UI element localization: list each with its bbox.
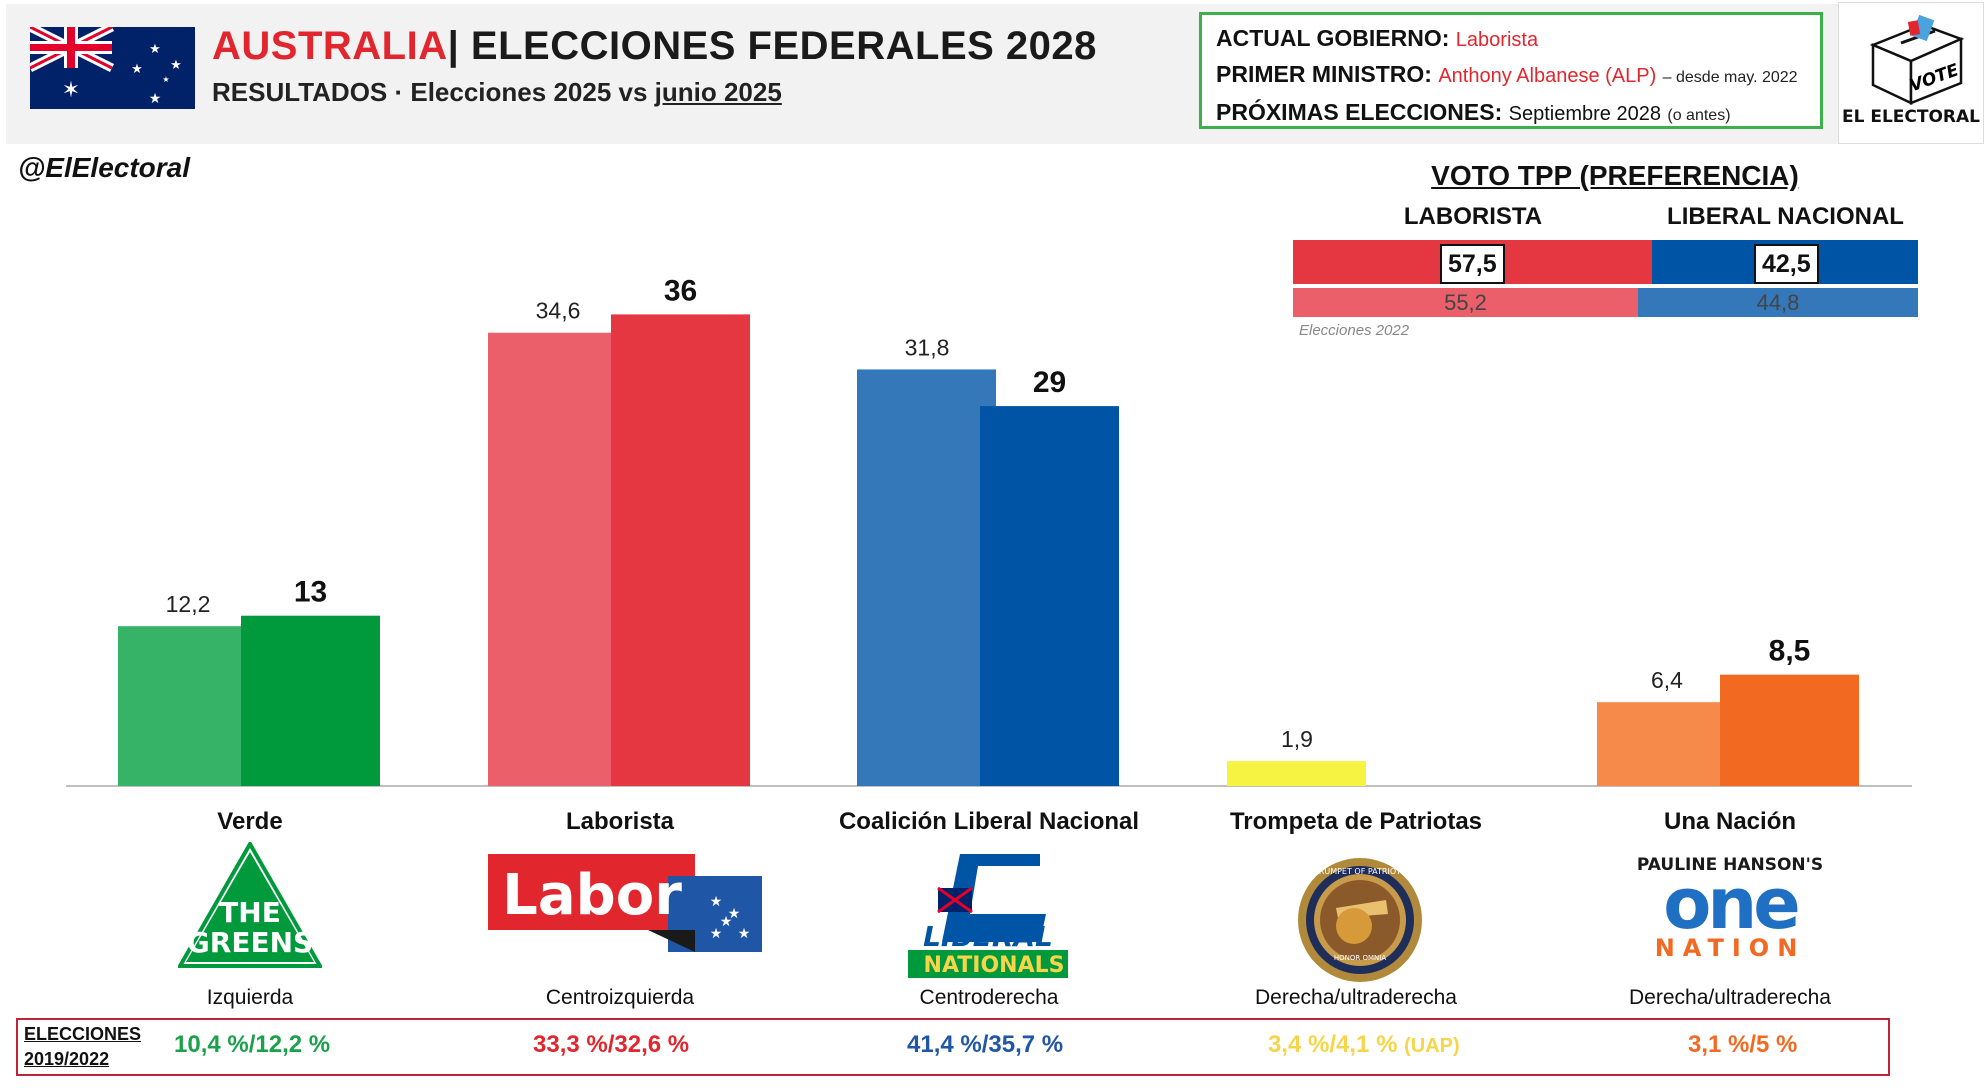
tpp-right-label: LIBERAL NACIONAL bbox=[1667, 203, 1904, 230]
data-label-laborista-series-2: 36 bbox=[664, 274, 697, 307]
gov-value: Laborista bbox=[1455, 29, 1539, 51]
ideology-trompeta: Derecha/ultraderecha bbox=[1255, 986, 1457, 1009]
next-note: (o antes) bbox=[1667, 107, 1731, 124]
svg-text:★: ★ bbox=[131, 62, 143, 77]
info-government: ACTUAL GOBIERNO: Laborista bbox=[1216, 21, 1806, 57]
previous-trompeta: 3,4 %/4,1 % bbox=[1268, 1031, 1398, 1058]
brand-label: EL ELECTORAL bbox=[1841, 107, 1981, 127]
data-label-laborista-series-1: 34,6 bbox=[536, 298, 581, 324]
previous-trompeta-extra: (UAP) bbox=[1404, 1035, 1460, 1057]
one-nation-sub-text: NATION bbox=[1655, 934, 1806, 960]
bar-laborista-series-2 bbox=[611, 314, 750, 786]
svg-text:★: ★ bbox=[720, 914, 733, 930]
svg-text:★: ★ bbox=[149, 91, 162, 107]
data-label-una-nacion-series-2: 8,5 bbox=[1769, 635, 1811, 668]
svg-text:★: ★ bbox=[728, 906, 741, 922]
vote-bar-chart: 12,2 34,6 31,8 1,9 6,4 13 36 29 8,5 bbox=[66, 274, 1912, 787]
gov-label: ACTUAL GOBIERNO: bbox=[1216, 25, 1450, 51]
bar-una-nacion-series-1 bbox=[1597, 702, 1736, 786]
title-block: AUSTRALIA| ELECCIONES FEDERALES 2028 RES… bbox=[212, 24, 1097, 108]
title-country: AUSTRALIA bbox=[212, 24, 448, 68]
data-label-verde-series-1: 12,2 bbox=[166, 591, 211, 617]
subtitle-prefix: RESULTADOS · Elecciones 2025 vs bbox=[212, 77, 655, 107]
data-label-coalicion-series-2: 29 bbox=[1033, 366, 1066, 399]
svg-text:★: ★ bbox=[162, 75, 169, 84]
data-label-una-nacion-series-1: 6,4 bbox=[1651, 667, 1683, 693]
ideology-laborista: Centroizquierda bbox=[545, 986, 695, 1009]
trumpet-logo-ring-text: TRUMPET OF PATRIOTS bbox=[1313, 867, 1406, 876]
next-label: PRÓXIMAS ELECCIONES: bbox=[1216, 99, 1503, 125]
previous-elections-label: ELECCIONES 2019/2022 bbox=[24, 1024, 142, 1069]
title-rest: | ELECCIONES FEDERALES 2028 bbox=[447, 24, 1097, 68]
svg-text:★: ★ bbox=[710, 926, 723, 942]
pm-since: – desde may. 2022 bbox=[1662, 69, 1798, 86]
ideology-coalicion: Centroderecha bbox=[919, 986, 1059, 1009]
greens-logo-line1: THE bbox=[219, 896, 281, 929]
bar-verde-series-2 bbox=[241, 615, 380, 786]
tpp-left-label: LABORISTA bbox=[1403, 203, 1543, 230]
svg-text:★: ★ bbox=[149, 42, 161, 57]
bar-una-nacion-series-2 bbox=[1720, 674, 1859, 786]
ballot-box-icon: VOTE bbox=[1869, 14, 1965, 105]
greens-logo: THE GREENS bbox=[178, 842, 322, 968]
previous-coalicion: 41,4 %/35,7 % bbox=[907, 1031, 1064, 1058]
australia-flag-icon: ✶ ★ ★ ★ ★ ★ bbox=[30, 27, 195, 109]
pm-value: Anthony Albanese (ALP) bbox=[1438, 65, 1657, 87]
previous-trompeta-wrap: 3,4 %/4,1 % (UAP) bbox=[1268, 1031, 1460, 1059]
party-name-una-nacion: Una Nación bbox=[1663, 808, 1797, 835]
one-nation-top-text: PAULINE HANSON'S bbox=[1637, 855, 1823, 875]
bar-coalicion-series-1 bbox=[857, 369, 996, 786]
liberal-nationals-logo: LIBERAL NATIONALS bbox=[908, 854, 1068, 978]
bar-laborista-series-1 bbox=[488, 332, 627, 786]
party-name-trompeta: Trompeta de Patriotas bbox=[1229, 808, 1483, 835]
subtitle-date: junio 2025 bbox=[654, 77, 782, 107]
tpp-value-coalition: 42,5 bbox=[1754, 244, 1819, 284]
party-name-verde: Verde bbox=[217, 808, 283, 835]
tpp-note: Elecciones 2022 bbox=[1299, 322, 1410, 339]
tpp-title: VOTO TPP (PREFERENCIA) bbox=[1431, 160, 1799, 191]
next-value: Septiembre 2028 bbox=[1508, 103, 1661, 125]
liberal-logo-text: LIBERAL bbox=[923, 920, 1053, 953]
trumpet-logo-inner-text: HONOR OMNIA bbox=[1334, 954, 1386, 962]
bar-verde-series-1 bbox=[118, 626, 257, 786]
page-title: AUSTRALIA| ELECCIONES FEDERALES 2028 bbox=[212, 24, 1097, 69]
bar-trompeta-series-1 bbox=[1227, 761, 1366, 786]
page-subtitle: RESULTADOS · Elecciones 2025 vs junio 20… bbox=[212, 77, 1097, 108]
trumpet-of-patriots-logo: TRUMPET OF PATRIOTS HONOR OMNIA bbox=[1298, 858, 1422, 982]
svg-text:★: ★ bbox=[710, 894, 723, 910]
svg-text:★: ★ bbox=[738, 926, 751, 942]
previous-verde: 10,4 %/12,2 % bbox=[174, 1031, 331, 1058]
tpp-value-labor: 57,5 bbox=[1440, 244, 1505, 284]
data-label-coalicion-series-1: 31,8 bbox=[905, 334, 950, 360]
bar-coalicion-series-2 bbox=[980, 406, 1119, 786]
el-electoral-logo: VOTE EL ELECTORAL bbox=[1838, 2, 1984, 144]
pm-label: PRIMER MINISTRO: bbox=[1216, 61, 1432, 87]
nationals-logo-text: NATIONALS bbox=[924, 953, 1065, 978]
previous-laborista: 33,3 %/32,6 % bbox=[533, 1031, 690, 1058]
ideology-verde: Izquierda bbox=[206, 986, 294, 1009]
party-name-laborista: Laborista bbox=[565, 808, 675, 835]
ideology-una-nacion: Derecha/ultraderecha bbox=[1629, 986, 1831, 1009]
labor-logo-text: Labor bbox=[502, 863, 682, 928]
government-info-box: ACTUAL GOBIERNO: Laborista PRIMER MINIST… bbox=[1199, 12, 1823, 129]
greens-logo-line2: GREENS bbox=[187, 926, 313, 959]
previous-una-nacion: 3,1 %/5 % bbox=[1688, 1031, 1798, 1058]
tpp-bar-labor-previous: 55,2 bbox=[1293, 288, 1638, 317]
svg-text:★: ★ bbox=[170, 58, 182, 73]
data-label-trompeta-series-1: 1,9 bbox=[1281, 726, 1313, 752]
svg-text:✶: ✶ bbox=[62, 78, 80, 103]
labor-logo: Labor ★★★ ★★ bbox=[488, 854, 762, 952]
previous-elections-box bbox=[16, 1018, 1890, 1076]
data-label-verde-series-2: 13 bbox=[294, 576, 327, 609]
tpp-bar-coalition-previous: 44,8 bbox=[1638, 288, 1918, 317]
info-next-election: PRÓXIMAS ELECCIONES: Septiembre 2028 (o … bbox=[1216, 95, 1806, 133]
one-nation-logo: PAULINE HANSON'S one NATION bbox=[1637, 855, 1823, 960]
party-name-coalicion: Coalición Liberal Nacional bbox=[838, 808, 1140, 835]
twitter-handle: @ElElectoral bbox=[18, 152, 191, 183]
one-nation-main-text: one bbox=[1663, 863, 1798, 945]
info-prime-minister: PRIMER MINISTRO: Anthony Albanese (ALP) … bbox=[1216, 57, 1806, 95]
